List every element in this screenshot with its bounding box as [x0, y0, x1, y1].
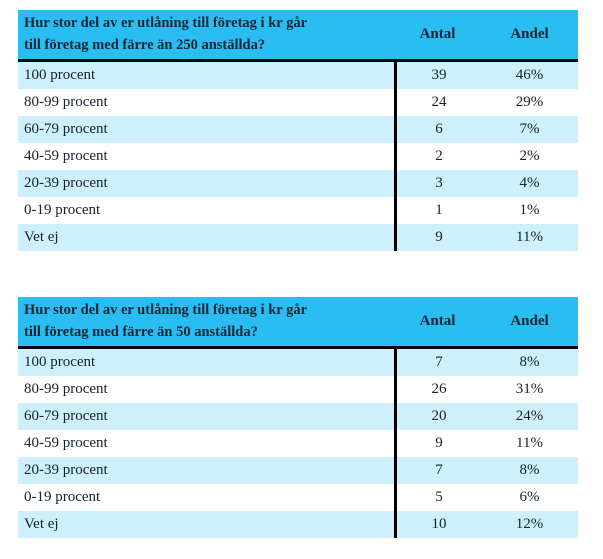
- row-andel-value: 6%: [519, 489, 540, 505]
- row-label: 80-99 procent: [24, 94, 108, 110]
- table-row: 100 procent 7 8%: [18, 349, 578, 376]
- row-label: 40-59 procent: [24, 148, 108, 164]
- table-row: 100 procent 39 46%: [18, 62, 578, 89]
- row-label: 80-99 procent: [24, 381, 108, 397]
- table-row: 0-19 procent 5 6%: [18, 484, 578, 511]
- row-antal-value: 7: [394, 349, 481, 376]
- table-row: 40-59 procent 9 11%: [18, 430, 578, 457]
- row-andel-value: 24%: [515, 408, 544, 424]
- row-andel-value: 46%: [515, 67, 544, 83]
- row-andel-value: 11%: [516, 229, 543, 245]
- row-label: 60-79 procent: [24, 408, 108, 424]
- question-line-1: Hur stor del av er utlåning till företag…: [24, 14, 308, 31]
- survey-table-50-employees: Hur stor del av er utlåning till företag…: [18, 297, 578, 538]
- table-row: 40-59 procent 2 2%: [18, 143, 578, 170]
- table-body: 100 procent 7 8% 80-99 procent 26 31% 60-79 pr…: [18, 349, 578, 538]
- row-label: 100 procent: [24, 354, 96, 370]
- row-antal-value: 3: [394, 170, 481, 197]
- survey-table-250-employees: Hur stor del av er utlåning till företag…: [18, 10, 578, 251]
- column-header-andel: Andel: [510, 26, 549, 42]
- row-antal-value: 7: [394, 457, 481, 484]
- row-label: Vet ej: [24, 516, 59, 532]
- table-question: Hur stor del av er utlåning till företag…: [18, 13, 394, 57]
- row-antal-value: 9: [394, 224, 481, 251]
- row-antal-value: 10: [394, 511, 481, 538]
- question-line-2: till företag med färre än 50 anställda?: [24, 323, 258, 340]
- table-row: 60-79 procent 6 7%: [18, 116, 578, 143]
- table-row: 80-99 procent 24 29%: [18, 89, 578, 116]
- row-antal-value: 5: [394, 484, 481, 511]
- row-label: Vet ej: [24, 229, 59, 245]
- table-row: Vet ej 10 12%: [18, 511, 578, 538]
- column-header-antal: Antal: [419, 313, 456, 329]
- table-body: 100 procent 39 46% 80-99 procent 24 29% 60-79 …: [18, 62, 578, 251]
- row-antal-value: 2: [394, 143, 481, 170]
- question-line-1: Hur stor del av er utlåning till företag…: [24, 301, 308, 318]
- table-row: 80-99 procent 26 31%: [18, 376, 578, 403]
- row-andel-value: 8%: [519, 354, 540, 370]
- table-header: Hur stor del av er utlåning till företag…: [18, 297, 578, 349]
- table-row: 0-19 procent 1 1%: [18, 197, 578, 224]
- row-andel-value: 11%: [516, 435, 543, 451]
- row-antal-value: 26: [394, 376, 481, 403]
- row-label: 100 procent: [24, 67, 96, 83]
- table-header: Hur stor del av er utlåning till företag…: [18, 10, 578, 62]
- row-antal-value: 20: [394, 403, 481, 430]
- row-label: 0-19 procent: [24, 202, 101, 218]
- question-line-2: till företag med färre än 250 anställda?: [24, 36, 266, 53]
- row-label: 20-39 procent: [24, 175, 108, 191]
- row-antal-value: 6: [394, 116, 481, 143]
- row-andel-value: 29%: [515, 94, 544, 110]
- row-label: 20-39 procent: [24, 462, 108, 478]
- row-label: 60-79 procent: [24, 121, 108, 137]
- row-label: 0-19 procent: [24, 489, 101, 505]
- row-andel-value: 7%: [519, 121, 540, 137]
- row-andel-value: 31%: [515, 381, 544, 397]
- row-andel-value: 2%: [519, 148, 540, 164]
- table-row: 20-39 procent 7 8%: [18, 457, 578, 484]
- table-row: Vet ej 9 11%: [18, 224, 578, 251]
- row-antal-value: 24: [394, 89, 481, 116]
- row-antal-value: 1: [394, 197, 481, 224]
- column-header-andel: Andel: [510, 313, 549, 329]
- table-question: Hur stor del av er utlåning till företag…: [18, 300, 394, 344]
- table-row: 20-39 procent 3 4%: [18, 170, 578, 197]
- row-antal-value: 39: [394, 62, 481, 89]
- row-andel-value: 1%: [519, 202, 540, 218]
- table-row: 60-79 procent 20 24%: [18, 403, 578, 430]
- row-antal-value: 9: [394, 430, 481, 457]
- row-andel-value: 4%: [519, 175, 540, 191]
- row-label: 40-59 procent: [24, 435, 108, 451]
- row-andel-value: 8%: [519, 462, 540, 478]
- row-andel-value: 12%: [515, 516, 544, 532]
- column-header-antal: Antal: [419, 26, 456, 42]
